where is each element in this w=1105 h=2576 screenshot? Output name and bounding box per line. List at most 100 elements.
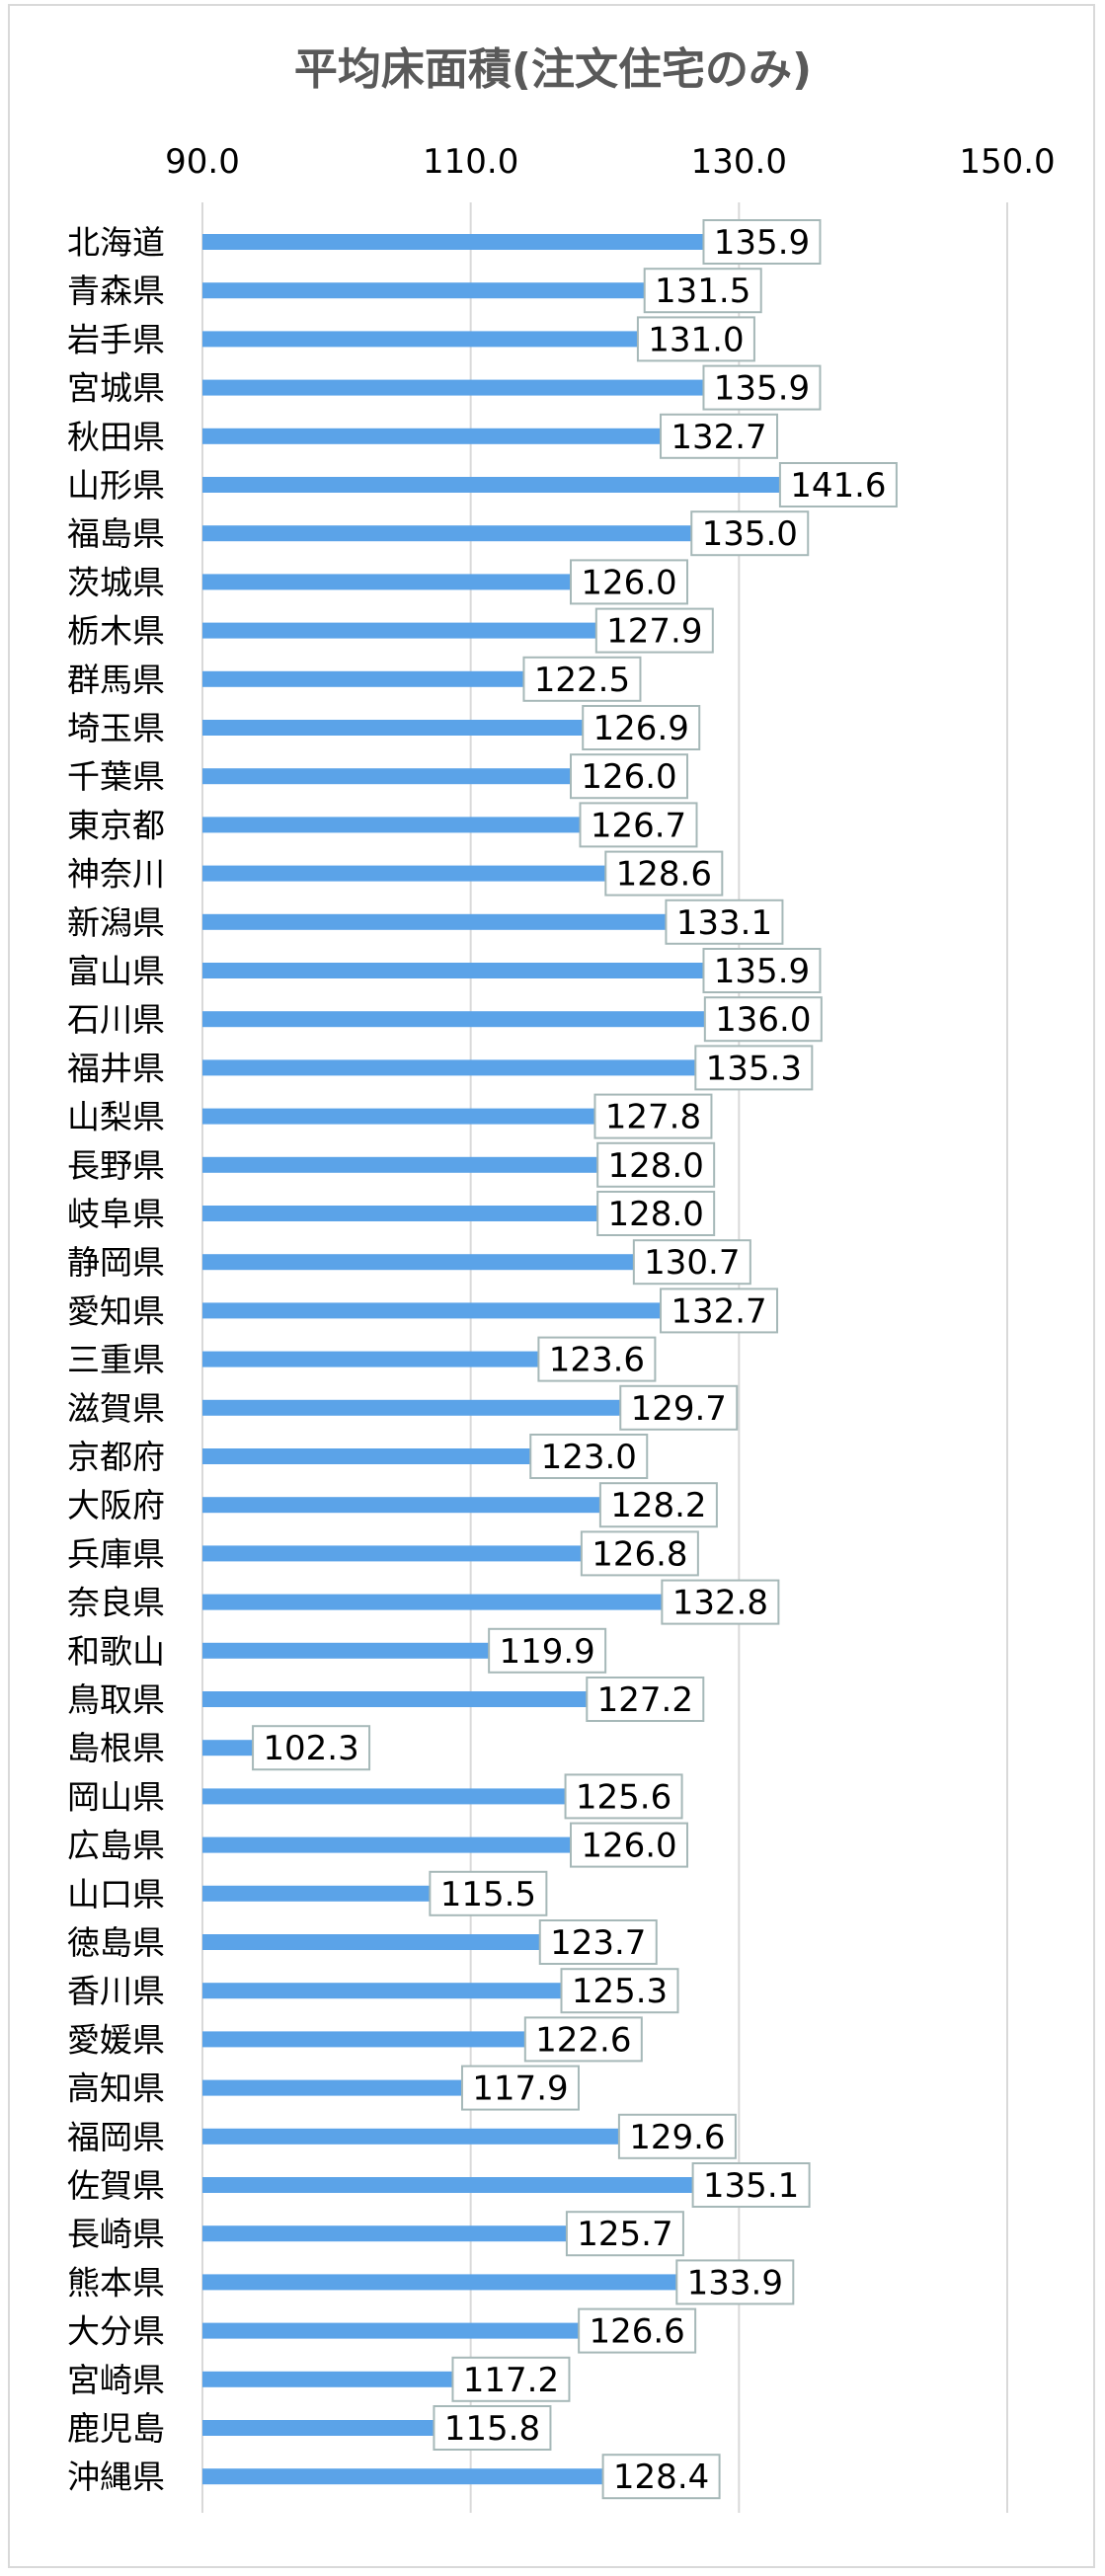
bar (202, 1983, 676, 1999)
bar (202, 1399, 736, 1416)
category-label: 和歌山 (67, 1632, 165, 1671)
bar (202, 379, 819, 396)
category-label: 青森県 (67, 272, 165, 310)
data-label-text: 135.1 (703, 2166, 799, 2206)
category-label: 福井県 (67, 1049, 165, 1087)
data-label-text: 126.0 (581, 757, 676, 797)
category-label: 千葉県 (67, 757, 165, 796)
data-label: 126.7 (579, 802, 698, 848)
data-label-box (570, 753, 688, 800)
data-label-text: 128.0 (607, 1195, 703, 1234)
data-label: 131.0 (636, 316, 755, 362)
data-label-box (601, 2454, 721, 2500)
bar (202, 1108, 710, 1125)
data-label-box (523, 2016, 643, 2063)
bar (202, 477, 895, 493)
category-label: 愛知県 (67, 1291, 165, 1330)
category-label: 香川県 (67, 1972, 165, 2010)
data-label-box (564, 1773, 683, 1820)
data-label: 135.0 (690, 510, 810, 557)
category-label: 大阪府 (67, 1486, 165, 1524)
data-label-box (661, 1579, 780, 1625)
data-label-text: 132.7 (671, 1291, 766, 1331)
data-label-box (565, 2211, 684, 2257)
data-label-box (619, 1384, 739, 1431)
data-label-box (596, 1191, 716, 1236)
data-label: 133.1 (665, 898, 784, 945)
category-label: 茨城県 (67, 563, 165, 601)
category-label: 栃木県 (67, 612, 165, 651)
data-label-box (579, 802, 698, 848)
data-label-text: 129.6 (629, 2118, 725, 2157)
data-label: 127.2 (586, 1677, 705, 1722)
bar (202, 2322, 694, 2339)
data-label: 126.8 (580, 1530, 699, 1577)
x-tick-label: 150.0 (959, 142, 1055, 182)
data-label-box (433, 2405, 552, 2451)
data-label-text: 128.6 (616, 855, 712, 895)
data-label-text: 131.5 (655, 272, 750, 311)
data-label-text: 125.7 (577, 2215, 672, 2254)
data-label: 131.5 (643, 268, 762, 314)
category-label: 福岡県 (67, 2118, 165, 2156)
data-label-text: 136.0 (715, 1000, 811, 1040)
category-label: 鳥取県 (67, 1680, 165, 1719)
data-label-box (529, 1434, 649, 1479)
data-label-text: 122.6 (535, 2020, 631, 2060)
data-label-text: 135.0 (702, 514, 798, 554)
data-label-box (598, 1482, 718, 1528)
data-label-box (594, 607, 714, 654)
category-label: 埼玉県 (67, 709, 165, 747)
data-label-text: 123.0 (541, 1438, 637, 1477)
category-label: 愛媛県 (67, 2020, 165, 2059)
data-label-text: 135.9 (714, 223, 810, 263)
category-label: 岐阜県 (67, 1195, 165, 1233)
data-label-text: 133.9 (687, 2263, 783, 2303)
data-label: 122.5 (522, 656, 642, 702)
data-labels: 135.9 131.5 131.0 135.9 132.7 141.6 135.0 126.0… (252, 219, 898, 2500)
data-label: 119.9 (488, 1627, 607, 1674)
data-label-text: 126.0 (581, 1827, 676, 1866)
bar (202, 1302, 776, 1319)
data-label: 135.9 (702, 948, 822, 993)
x-tick-label: 130.0 (691, 142, 787, 182)
category-label: 群馬県 (67, 661, 165, 699)
bar (202, 2225, 681, 2242)
category-label: 山形県 (67, 466, 165, 505)
data-label: 115.5 (429, 1870, 548, 1916)
bar (202, 331, 752, 348)
data-label-box (632, 1239, 751, 1286)
data-label-box (586, 1677, 705, 1722)
data-label-text: 128.2 (610, 1486, 706, 1525)
data-label-text: 125.6 (576, 1777, 671, 1817)
data-label: 123.7 (538, 1919, 658, 1965)
data-label-text: 117.2 (463, 2361, 559, 2400)
category-label: 東京都 (67, 806, 165, 844)
data-label: 132.8 (661, 1579, 780, 1625)
data-label-text: 115.8 (444, 2409, 540, 2449)
bar (202, 768, 685, 785)
data-label: 129.6 (617, 2113, 737, 2159)
data-label-text: 130.7 (644, 1243, 740, 1283)
data-label-box (702, 948, 822, 993)
category-label: 高知県 (67, 2069, 165, 2108)
data-label-text: 128.0 (607, 1146, 703, 1186)
data-label-text: 132.7 (671, 418, 766, 457)
data-label-box (660, 413, 779, 459)
bar (202, 428, 776, 444)
data-label-box (593, 1093, 713, 1139)
category-label: 沖縄県 (67, 2458, 165, 2496)
data-label: 126.0 (570, 1822, 688, 1868)
category-label: 富山県 (67, 952, 165, 990)
data-label-text: 127.8 (605, 1098, 701, 1137)
data-label: 128.6 (604, 850, 724, 897)
category-label: 徳島県 (67, 1923, 165, 1962)
data-label: 126.0 (570, 753, 688, 800)
chart-title: 平均床面積(注文住宅のみ) (294, 44, 812, 95)
category-label: 佐賀県 (67, 2166, 165, 2205)
data-label: 126.9 (582, 705, 701, 750)
bar (202, 2128, 734, 2145)
data-label: 122.6 (523, 2016, 643, 2063)
data-label-box (604, 850, 724, 897)
